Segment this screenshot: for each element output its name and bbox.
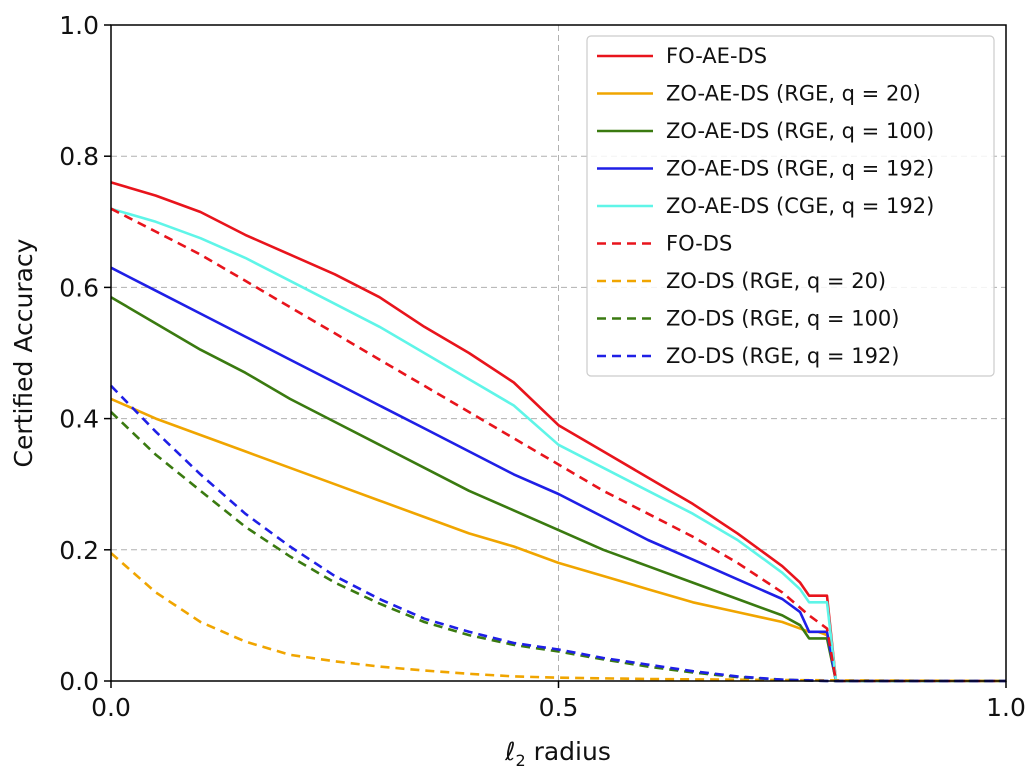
legend-label: ZO-AE-DS (CGE, q = 192) [666, 194, 934, 218]
y-axis-label: Certified Accuracy [9, 238, 38, 467]
axis-ticks: 0.0 0.5 1.0 0.0 0.2 0.4 0.6 0.8 1.0 [59, 11, 1026, 722]
series-lines [110, 181, 1007, 683]
legend-label: ZO-DS (RGE, q = 192) [666, 344, 899, 368]
legend-label: ZO-AE-DS (RGE, q = 20) [666, 82, 921, 106]
legend-label: FO-DS [666, 232, 732, 256]
legend-label: ZO-AE-DS (RGE, q = 100) [666, 119, 934, 143]
y-tick-label: 0.6 [59, 273, 99, 302]
x-tick-label: 0.0 [91, 693, 131, 722]
y-tick-label: 0.4 [59, 405, 99, 434]
legend-label: ZO-DS (RGE, q = 20) [666, 269, 886, 293]
x-axis-label-symbol: ℓ [504, 737, 515, 766]
series-line-5 [110, 207, 1006, 683]
x-axis-label-sub: 2 [515, 751, 525, 770]
legend: FO-AE-DS ZO-AE-DS (RGE, q = 20) ZO-AE-DS (… [586, 35, 995, 377]
x-tick-label: 1.0 [986, 693, 1026, 722]
legend-label: ZO-DS (RGE, q = 100) [666, 307, 899, 331]
x-tick-label: 0.5 [539, 693, 579, 722]
y-tick-label: 0.0 [59, 667, 99, 696]
legend-box [586, 35, 995, 377]
legend-label: FO-AE-DS [666, 44, 767, 68]
series-line-3 [110, 296, 1006, 683]
legend-label: ZO-AE-DS (RGE, q = 192) [666, 157, 934, 181]
x-axis-label: ℓ2 radius [504, 737, 611, 770]
series-line-4 [110, 266, 1006, 683]
y-tick-label: 1.0 [59, 11, 99, 40]
y-tick-label: 0.2 [59, 536, 99, 565]
x-axis-label-rest: radius [526, 737, 611, 766]
series-line-6 [110, 207, 1006, 683]
series-line-1 [110, 181, 1006, 683]
legend-items: FO-AE-DS ZO-AE-DS (RGE, q = 20) ZO-AE-DS (… [597, 44, 934, 368]
series-line-9 [110, 384, 1006, 683]
y-tick-label: 0.8 [59, 142, 99, 171]
